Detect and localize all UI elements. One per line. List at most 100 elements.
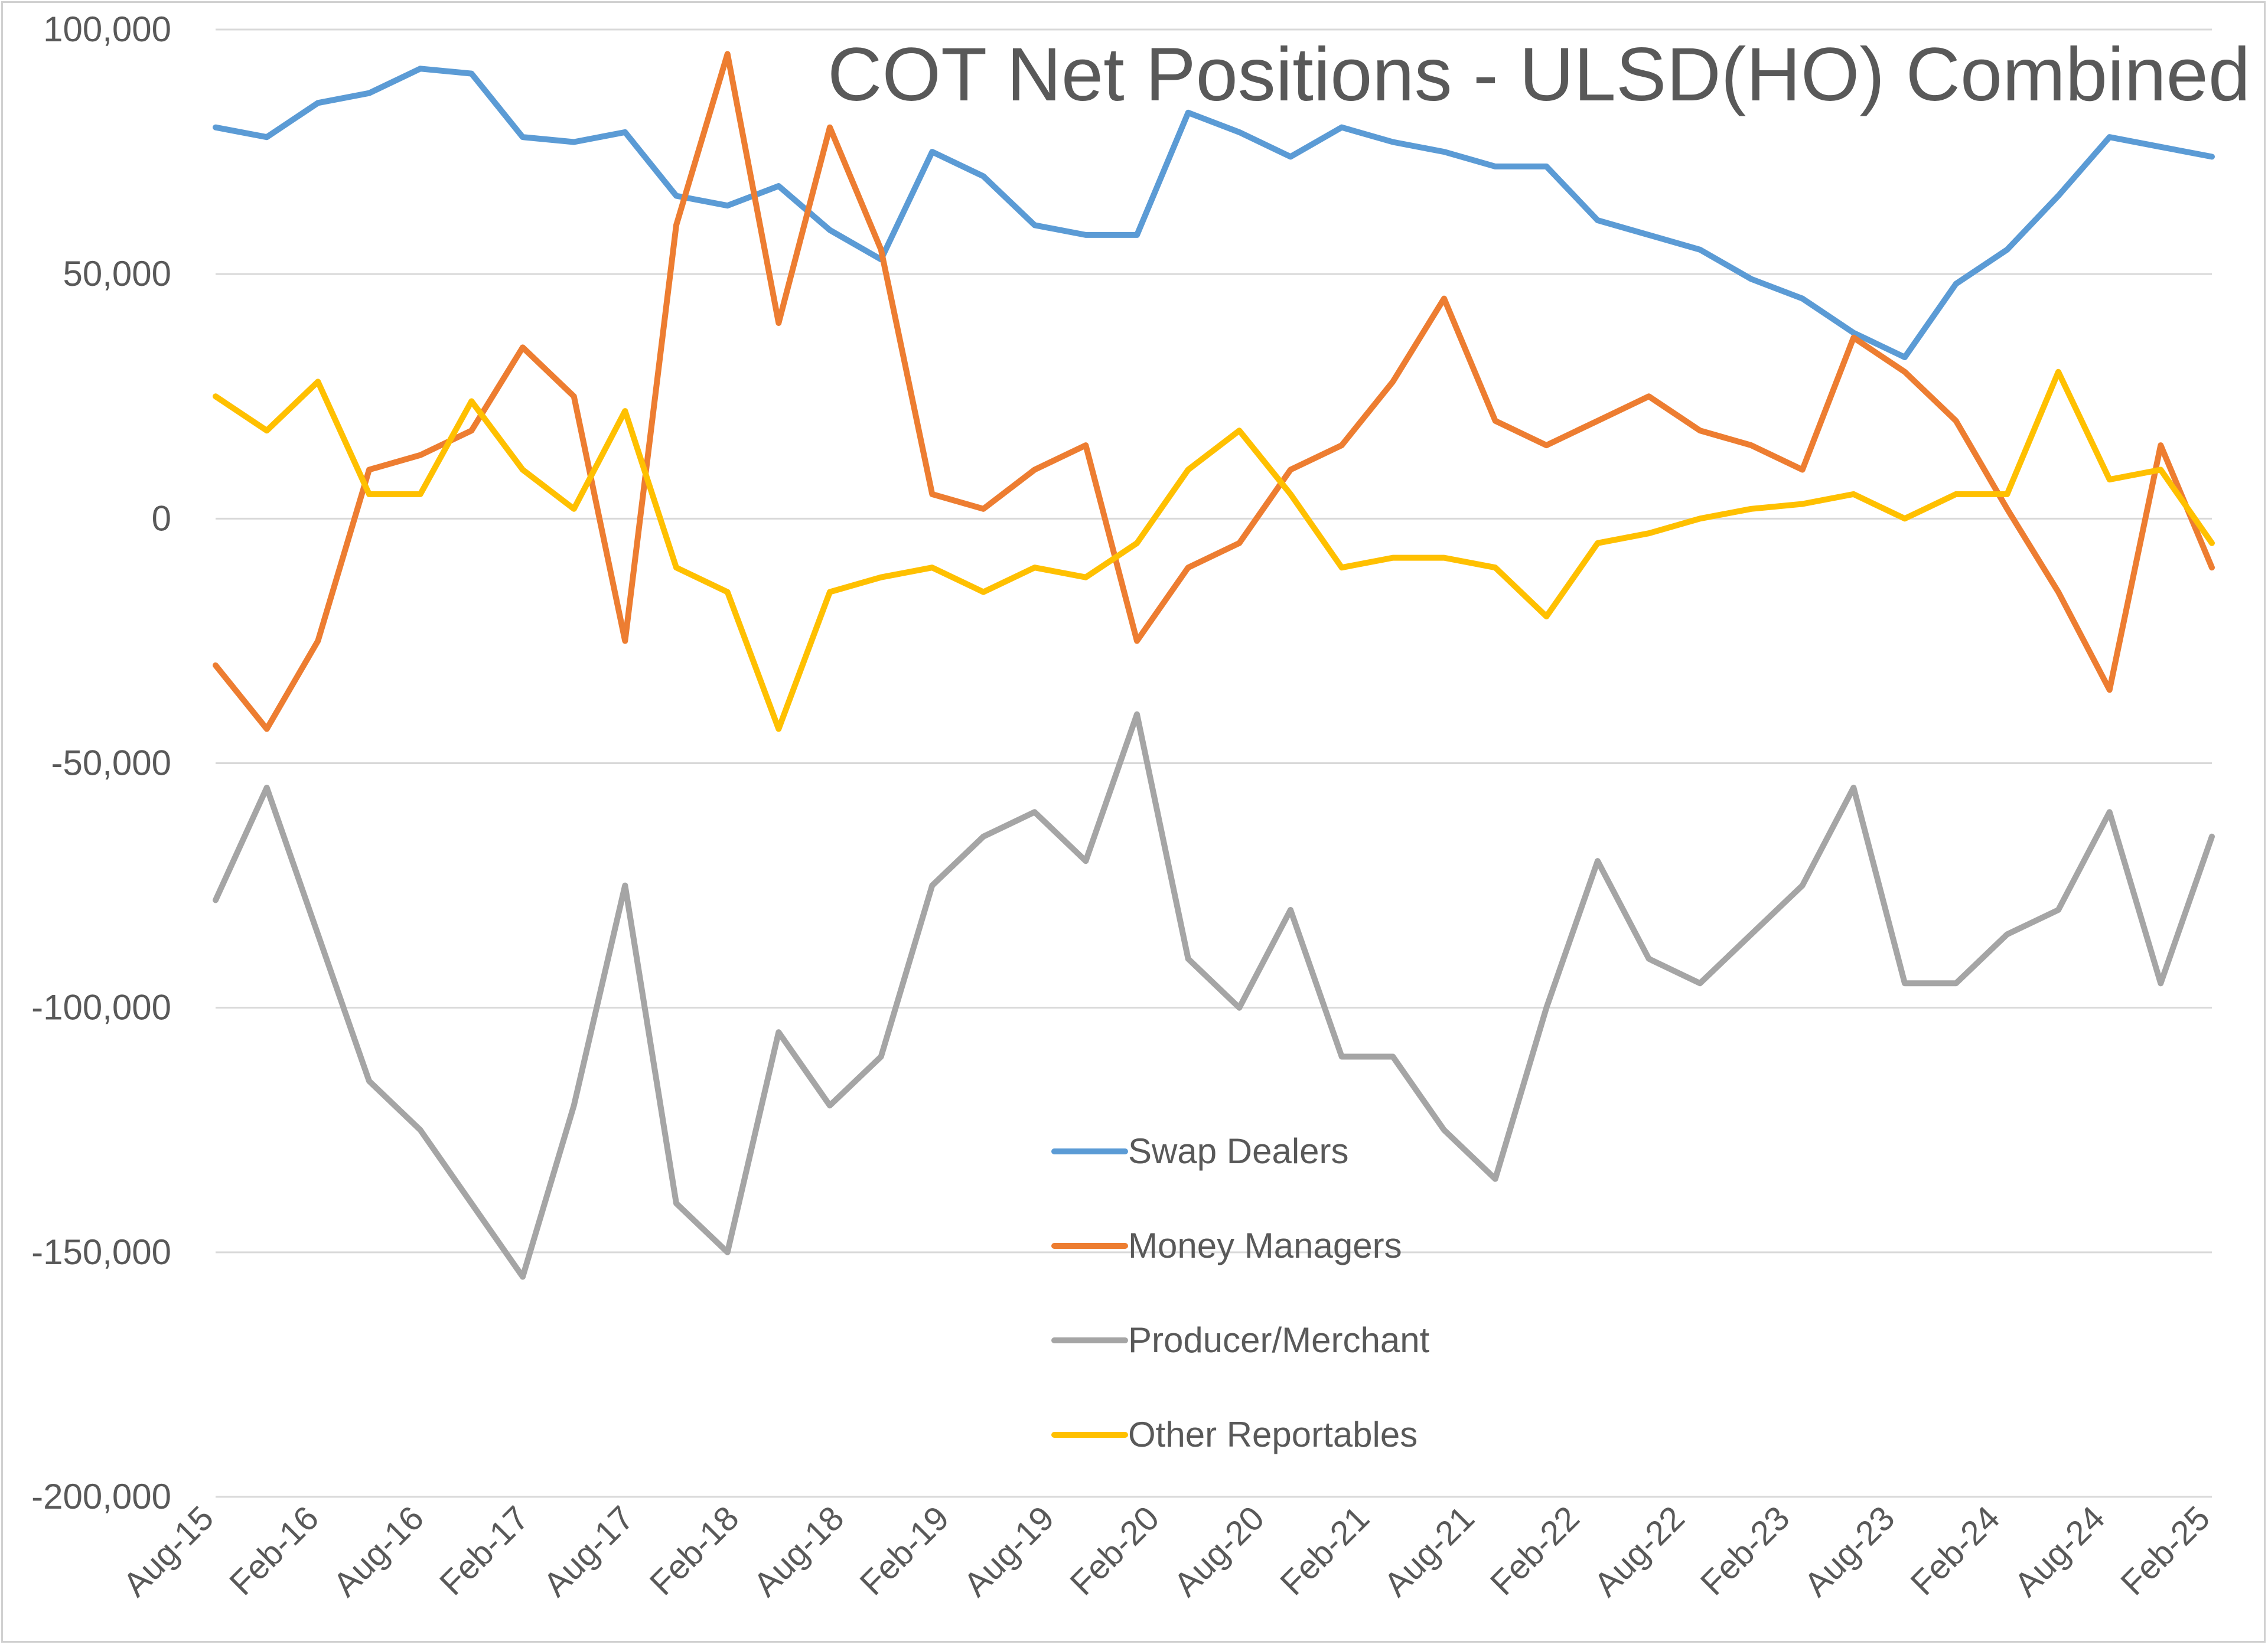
data-point [1544,443,1549,448]
data-point [1749,506,1754,511]
data-point [776,321,781,325]
data-point [1083,232,1089,237]
data-point [1595,859,1600,864]
data-point [520,1274,525,1280]
data-point [1953,981,1959,986]
data-point [1595,218,1600,223]
data-point [213,898,218,903]
data-point [367,467,372,472]
data-point [2056,908,2061,912]
data-point [2210,565,2214,570]
data-point [2107,810,2112,815]
y-tick-label: -50,000 [51,743,172,783]
data-point [623,638,628,644]
data-point [725,51,730,57]
data-point [1135,540,1139,546]
data-point [1800,467,1805,472]
data-point [469,399,474,404]
data-point [1185,467,1191,472]
data-point [981,506,986,511]
data-point [469,1201,474,1206]
data-point [571,394,576,399]
series-producer-merchant [213,711,2215,1280]
data-point [827,227,832,233]
data-point [776,184,781,189]
series-money-managers [213,51,2215,732]
data-point [1288,154,1293,159]
data-point [1697,981,1703,986]
series-line-money-managers [213,51,2215,732]
data-point [315,638,321,644]
data-point [367,491,372,497]
data-point [1032,565,1037,570]
data-point [1083,443,1089,448]
data-point [1953,491,1959,497]
y-axis-tick-labels: 100,000 50,000 0 -50,000 -100,000 -150,000 -20… [31,9,171,1516]
data-point [520,135,525,140]
data-point [2005,247,2010,252]
data-point [1185,110,1191,115]
data-point [1237,129,1242,135]
data-point [878,575,884,580]
data-point [725,203,730,208]
data-point [1032,810,1037,815]
data-point [930,491,935,497]
data-point [264,785,269,790]
data-point [1493,418,1498,423]
legend-item: Money Managers [1051,1226,1402,1265]
data-point [469,428,474,433]
data-point [571,1103,576,1108]
data-point [827,125,832,130]
data-point [674,193,679,198]
y-tick-label: -200,000 [31,1477,171,1516]
y-tick-label: 50,000 [63,254,171,293]
legend-label: Money Managers [1128,1226,1402,1265]
data-point [1646,531,1651,536]
data-point [1697,428,1703,433]
y-tick-label: 0 [152,498,171,538]
legend-item: Producer/Merchant [1051,1320,1430,1360]
data-point [725,589,730,595]
data-point [1902,516,1907,521]
data-point [1749,443,1754,448]
data-point [520,345,525,350]
data-point [1185,565,1191,570]
data-point [1339,1054,1344,1059]
data-point [776,1030,781,1035]
data-point [674,223,679,228]
data-point [930,883,935,888]
data-point [827,1103,832,1108]
series-line-swap-dealers [213,66,2215,360]
data-point [2158,981,2163,986]
data-point [623,409,628,414]
data-point [1544,164,1549,169]
data-point [1442,1127,1446,1133]
data-point [1595,418,1600,423]
legend-item: Other Reportables [1051,1415,1418,1454]
data-point [1237,428,1242,433]
data-point [2107,687,2112,693]
data-point [827,589,832,595]
data-point [2056,369,2061,374]
data-point [1544,1005,1549,1010]
data-point [674,565,679,570]
data-point [1442,555,1446,560]
data-point [1185,956,1191,961]
data-point [1237,1005,1242,1010]
data-point [2056,193,2061,198]
data-point [1135,638,1139,644]
data-point [1135,712,1139,717]
data-point [1902,369,1907,374]
data-point [1493,164,1498,169]
data-point [1135,232,1139,237]
data-point [1390,139,1396,145]
data-point [418,66,423,71]
legend-label: Swap Dealers [1128,1131,1349,1171]
data-point [1237,540,1242,546]
data-point [1800,501,1805,507]
data-point [1390,379,1396,384]
data-point [469,71,474,76]
legend-label: Other Reportables [1128,1415,1418,1454]
data-point [418,491,423,497]
